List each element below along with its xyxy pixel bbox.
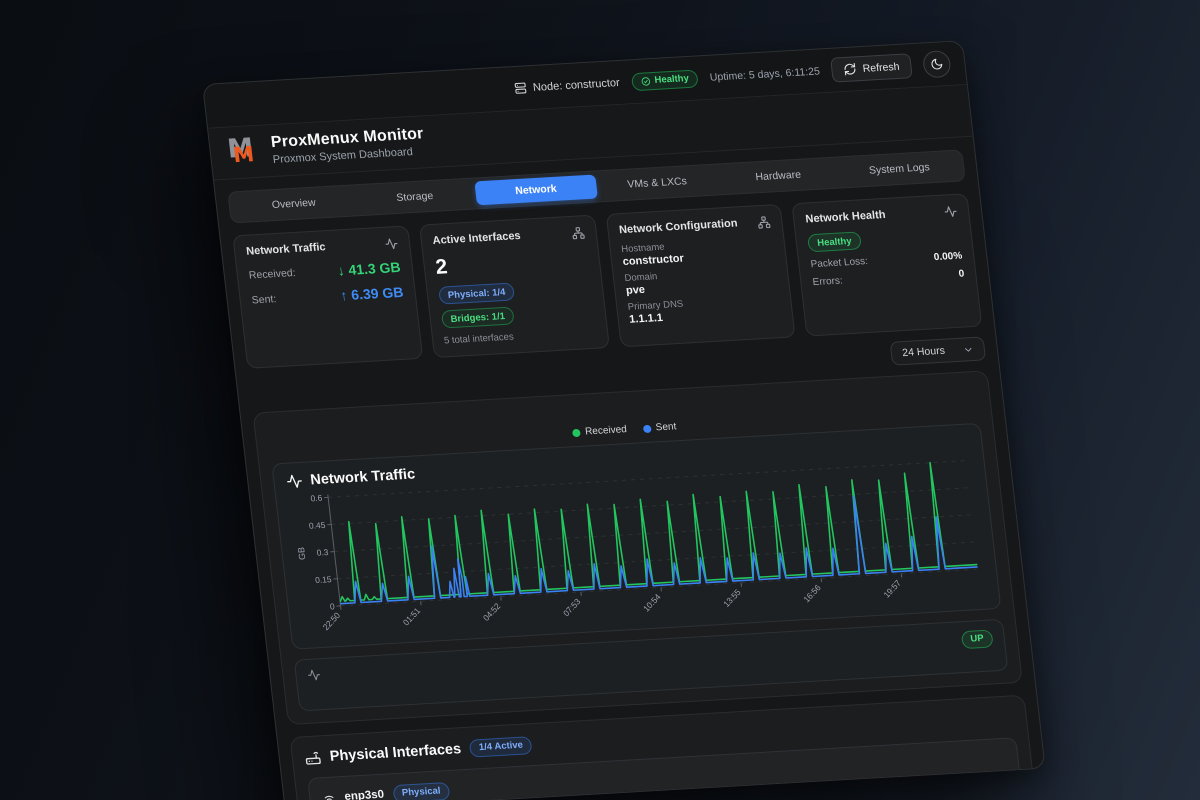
network-tree-icon [758,216,771,229]
moon-icon [931,58,943,70]
sent-value: ↑ 6.39 GB [339,283,405,304]
chart-card: Network Traffic 0 0.15 0.3 0.45 0.6 22:50 01:5… [271,422,1002,650]
tab-network[interactable]: Network [474,174,598,206]
main-content: Overview Storage Network VMs & LXCs Hard… [214,137,1046,800]
svg-text:0: 0 [329,601,335,611]
interface-name: enp3s0 [343,788,385,800]
stat-cards-row: Network Traffic Received: ↓ 41.3 GB Sent… [232,193,983,369]
node-indicator: Node: constructor [513,76,620,95]
received-value: ↓ 41.3 GB [336,258,402,279]
traffic-chart: 0 0.15 0.3 0.45 0.6 22:50 01:51 04:52 07:53 10:54… [296,460,978,632]
up-badge: UP [960,629,994,649]
svg-text:01:51: 01:51 [401,605,423,627]
svg-text:0.3: 0.3 [316,547,329,558]
physical-interfaces-title: Physical Interfaces [328,740,462,765]
svg-text:13:55: 13:55 [721,587,743,609]
active-count-badge: 1/4 Active [469,735,533,758]
chart-title: Network Traffic [309,466,416,489]
svg-text:0.45: 0.45 [308,520,326,531]
activity-icon [385,238,398,250]
legend-received-dot [571,428,581,437]
svg-text:GB: GB [296,547,307,560]
card-network-config: Network Configuration Hostname construct… [605,203,796,348]
dashboard-window: Node: constructor Healthy Uptime: 5 days… [202,40,1046,800]
received-label: Received: [248,266,297,282]
errors-value: 0 [958,268,965,280]
legend-sent: Sent [642,421,677,434]
activity-icon [944,206,957,217]
svg-text:10:54: 10:54 [641,591,663,613]
time-range-value: 24 Hours [901,344,946,360]
topbar: Node: constructor Healthy Uptime: 5 days… [203,41,967,129]
refresh-icon [844,62,856,76]
errors-label: Errors: [812,275,844,289]
packet-loss-value: 0.00% [933,250,963,264]
check-circle-icon [641,76,650,86]
health-badge: Healthy [630,68,699,91]
svg-text:0.15: 0.15 [315,574,333,585]
tab-hardware[interactable]: Hardware [754,168,802,184]
interfaces-count: 2 [434,255,449,279]
theme-toggle-button[interactable] [921,49,952,79]
server-icon [514,82,527,94]
interface-status-row[interactable]: UP [293,618,1009,712]
svg-text:07:53: 07:53 [561,596,583,618]
card-network-health: Network Health Healthy Packet Loss: 0.00… [791,193,983,337]
logo-m-orange: M [231,142,256,168]
tab-vms-lxcs[interactable]: VMs & LXCs [626,175,688,191]
refresh-button[interactable]: Refresh [830,53,913,83]
sent-label: Sent: [251,293,277,307]
time-range-select[interactable]: 24 Hours [889,336,987,366]
card-active-interfaces: Active Interfaces 2 Physical: 1/4 Bridge… [418,214,610,359]
activity-icon [308,669,320,681]
interfaces-total: 5 total interfaces [443,331,515,347]
card-interfaces-title: Active Interfaces [431,229,522,247]
physical-count-badge: Physical: 1/4 [437,282,516,305]
svg-text:04:52: 04:52 [481,601,503,623]
legend-received: Received [571,424,627,438]
activity-icon [287,474,302,488]
health-status-badge: Healthy [807,231,862,253]
tab-storage[interactable]: Storage [395,189,434,204]
traffic-section: Received Sent Network Traffic 0 0.15 0.3 0.… [252,370,1023,725]
svg-text:16:56: 16:56 [801,582,823,604]
card-traffic-title: Network Traffic [245,241,327,258]
packet-loss-label: Packet Loss: [810,255,869,271]
card-network-traffic: Network Traffic Received: ↓ 41.3 GB Sent… [232,225,423,369]
card-config-title: Network Configuration [618,217,739,237]
svg-text:19:57: 19:57 [881,578,903,600]
bridges-count-badge: Bridges: 1/1 [440,306,515,329]
tab-system-logs[interactable]: System Logs [868,161,931,177]
card-health-title: Network Health [804,208,887,226]
chevron-down-icon [964,347,972,352]
interface-type-badge: Physical [392,781,451,800]
uptime-text: Uptime: 5 days, 6:11:25 [709,64,821,84]
app-logo: M M [225,133,263,169]
node-label: Node: constructor [532,76,621,94]
router-icon [305,751,321,765]
wifi-icon [324,795,334,800]
svg-text:22:50: 22:50 [321,610,343,632]
network-icon [572,227,585,240]
svg-text:0.6: 0.6 [310,493,323,504]
legend-sent-dot [642,424,652,433]
tab-overview[interactable]: Overview [271,196,317,212]
